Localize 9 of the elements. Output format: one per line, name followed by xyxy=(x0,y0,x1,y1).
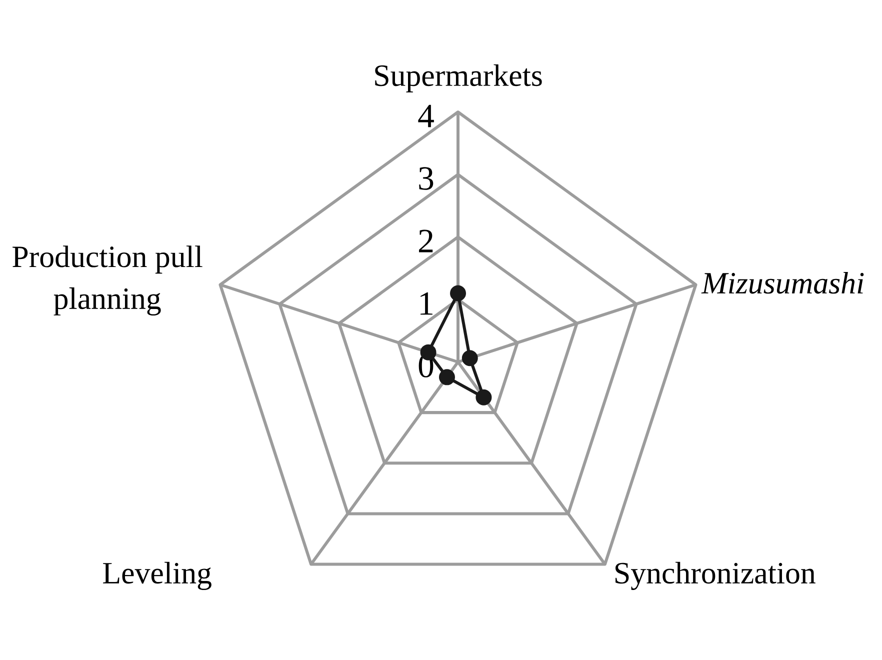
spoke-label: Mizusumashi xyxy=(701,272,864,294)
y-tick-label: 3 xyxy=(419,167,434,190)
spoke-label: Leveling xyxy=(103,562,212,590)
spoke-label: Supermarkets xyxy=(375,64,542,92)
y-tick-label: 1 xyxy=(420,292,432,315)
spoke-label: Synchronization xyxy=(615,562,816,590)
spoke-label: Production pull planning xyxy=(12,246,202,316)
y-tick-label: 4 xyxy=(418,104,434,128)
y-tick-label: 2 xyxy=(419,230,433,252)
